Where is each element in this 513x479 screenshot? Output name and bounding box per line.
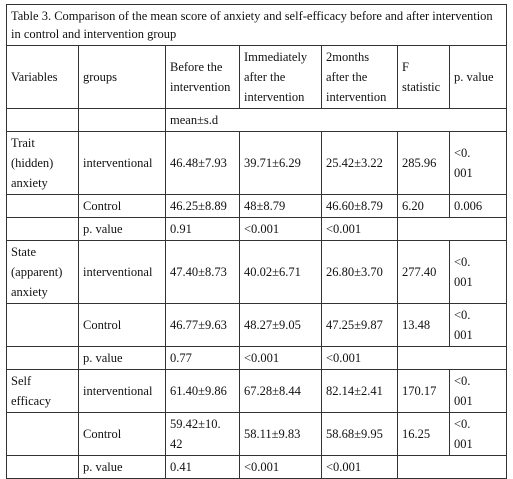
pvalue-two-months: <0.001 [321,217,398,241]
value-two-months: 25.42±3.22 [321,131,398,195]
table-caption: Table 3. Comparison of the mean score of… [6,4,507,46]
value-two-months: 58.68±9.95 [321,412,398,456]
value-f: 16.25 [397,412,450,456]
value-before: 46.48±7.93 [165,131,240,195]
variable-label: State (apparent) anxiety [6,240,79,304]
value-f: 6.20 [397,194,450,218]
group-label: Control [78,303,166,347]
empty-cell [397,217,507,241]
value-f: 277.40 [397,240,450,304]
pvalue-two-months: <0.001 [321,346,398,370]
variable-label: Self efficacy [6,369,79,413]
pvalue-before: 0.91 [165,217,240,241]
pvalue-before: 0.77 [165,346,240,370]
table-row: p. value 0.91 <0.001 <0.001 [6,217,507,241]
header-groups: groups [78,45,166,109]
value-immediately: 48.27±9.05 [239,303,322,347]
value-immediately: 67.28±8.44 [239,369,322,413]
comparison-table: Table 3. Comparison of the mean score of… [6,4,507,479]
empty-cell [397,346,507,370]
table-row: Control 59.42±10. 42 58.11±9.83 58.68±9.… [6,412,507,456]
group-label: interventional [78,131,166,195]
table-row: Self efficacy interventional 61.40±9.86 … [6,369,507,413]
value-immediately: 39.71±6.29 [239,131,322,195]
value-two-months: 82.14±2.41 [321,369,398,413]
value-before: 61.40±9.86 [165,369,240,413]
value-immediately: 58.11±9.83 [239,412,322,456]
value-f: 13.48 [397,303,450,347]
header-before: Before the intervention [165,45,240,109]
pvalue-immediately: <0.001 [239,217,322,241]
table-figure: Table 3. Comparison of the mean score of… [6,4,507,479]
variable-label: Trait (hidden) anxiety [6,131,79,195]
table-row: p. value 0.77 <0.001 <0.001 [6,346,507,370]
empty-cell [6,412,79,456]
value-f: 285.96 [397,131,450,195]
value-two-months: 46.60±8.79 [321,194,398,218]
pvalue-label: p. value [78,346,166,370]
value-immediately: 48±8.79 [239,194,322,218]
table-row: Control 46.25±8.89 48±8.79 46.60±8.79 6.… [6,194,507,218]
value-before: 46.25±8.89 [165,194,240,218]
unit-empty [6,108,79,132]
table-row: State (apparent) anxiety interventional … [6,240,507,304]
group-label: Control [78,412,166,456]
value-before: 47.40±8.73 [165,240,240,304]
group-label: interventional [78,369,166,413]
value-two-months: 26.80±3.70 [321,240,398,304]
empty-cell [6,346,79,370]
pvalue-label: p. value [78,217,166,241]
pvalue-two-months: <0.001 [321,455,398,479]
value-p: <0. 001 [449,412,507,456]
header-immediately: Immediately after the intervention [239,45,322,109]
table-row: Control 46.77±9.63 48.27±9.05 47.25±9.87… [6,303,507,347]
group-label: Control [78,194,166,218]
table-row: p. value 0.41 <0.001 <0.001 [6,455,507,479]
table-row: Trait (hidden) anxiety interventional 46… [6,131,507,195]
value-before: 46.77±9.63 [165,303,240,347]
value-p: 0.006 [449,194,507,218]
empty-cell [6,217,79,241]
header-variables: Variables [6,45,79,109]
pvalue-before: 0.41 [165,455,240,479]
header-two-months: 2months after the intervention [321,45,398,109]
value-p: <0. 001 [449,369,507,413]
value-p: <0. 001 [449,303,507,347]
caption-row: Table 3. Comparison of the mean score of… [6,4,507,46]
value-p: <0. 001 [449,131,507,195]
empty-cell [397,455,507,479]
value-immediately: 40.02±6.71 [239,240,322,304]
unit-empty [78,108,166,132]
unit-row: mean±s.d [6,108,507,132]
value-before: 59.42±10. 42 [165,412,240,456]
pvalue-immediately: <0.001 [239,346,322,370]
header-row: Variables groups Before the intervention… [6,45,507,109]
header-p-value: p. value [449,45,507,109]
value-f: 170.17 [397,369,450,413]
header-f-statistic: F statistic [397,45,450,109]
value-two-months: 47.25±9.87 [321,303,398,347]
group-label: interventional [78,240,166,304]
unit-label: mean±s.d [165,108,507,132]
empty-cell [6,194,79,218]
pvalue-label: p. value [78,455,166,479]
value-p: <0. 001 [449,240,507,304]
empty-cell [6,303,79,347]
empty-cell [6,455,79,479]
pvalue-immediately: <0.001 [239,455,322,479]
